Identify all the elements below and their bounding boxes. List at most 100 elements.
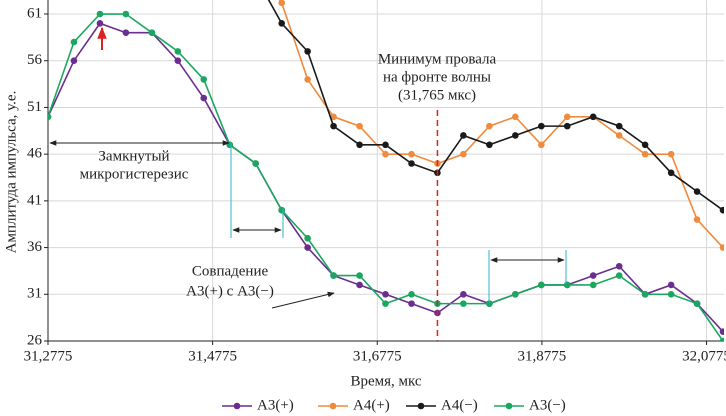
data-point xyxy=(615,132,623,139)
series-line xyxy=(267,0,724,211)
data-point xyxy=(538,141,545,149)
data-point xyxy=(252,160,259,167)
data-point xyxy=(96,10,104,18)
data-point xyxy=(589,281,597,289)
data-point xyxy=(693,300,701,307)
data-point xyxy=(70,38,78,46)
data-point xyxy=(356,281,363,289)
data-point xyxy=(174,57,182,65)
data-point xyxy=(304,76,311,83)
data-point xyxy=(408,290,415,298)
y-tick-label: 56 xyxy=(27,52,43,68)
data-point xyxy=(200,76,208,83)
data-point xyxy=(615,262,623,270)
y-tick-label: 61 xyxy=(27,5,42,21)
data-point xyxy=(589,113,597,121)
data-point xyxy=(122,10,130,18)
data-point xyxy=(148,29,156,36)
legend-label: А4(−) xyxy=(441,397,478,413)
data-point xyxy=(667,150,675,158)
data-point xyxy=(538,281,545,289)
data-point xyxy=(382,300,389,307)
data-point xyxy=(408,150,415,158)
data-point xyxy=(486,300,493,307)
data-point xyxy=(122,29,130,36)
data-point xyxy=(486,122,493,130)
data-point xyxy=(330,272,337,279)
data-point xyxy=(382,141,389,149)
data-point xyxy=(538,122,545,130)
data-point xyxy=(200,94,208,102)
data-point xyxy=(304,244,311,251)
data-point xyxy=(641,141,649,149)
y-tick-label: 51 xyxy=(27,99,42,115)
data-point xyxy=(330,113,337,121)
x-tick-label: 31,2775 xyxy=(24,348,73,364)
data-point xyxy=(563,122,571,130)
y-tick-label: 46 xyxy=(27,146,43,162)
data-point xyxy=(460,150,467,158)
data-point xyxy=(615,272,623,279)
data-point xyxy=(563,113,571,121)
data-point xyxy=(693,188,701,195)
legend-marker xyxy=(329,402,337,410)
x-axis-label: Время, мкс xyxy=(350,373,421,389)
data-point xyxy=(460,300,467,307)
data-point xyxy=(408,160,415,167)
y-axis-label: Амплитуда импульса, у.е. xyxy=(3,91,19,254)
data-point xyxy=(304,48,311,55)
annotation: А3(+) с А3(−) xyxy=(186,283,274,299)
data-point xyxy=(278,206,286,214)
data-point xyxy=(512,290,519,298)
data-point xyxy=(48,113,52,121)
data-point xyxy=(512,113,519,121)
data-point xyxy=(70,57,78,65)
y-tick-label: 41 xyxy=(27,192,42,208)
legend-label: А4(+) xyxy=(353,397,390,413)
data-point xyxy=(278,0,286,7)
annotation: (31,765 мкс) xyxy=(398,87,476,103)
data-point xyxy=(615,122,623,130)
y-tick-label: 31 xyxy=(27,286,42,302)
data-point xyxy=(667,281,675,289)
data-point xyxy=(667,290,675,298)
data-point xyxy=(512,132,519,139)
data-point xyxy=(589,272,597,279)
data-point xyxy=(356,272,363,279)
data-point xyxy=(382,150,389,158)
annotation: микрогистерезис xyxy=(80,166,189,182)
y-tick-label: 36 xyxy=(27,239,43,255)
data-point xyxy=(382,290,389,298)
data-point xyxy=(486,141,493,149)
data-point xyxy=(96,20,104,27)
data-point xyxy=(719,337,724,341)
legend-label: А3(−) xyxy=(529,397,566,413)
y-tick-label: 26 xyxy=(27,332,43,348)
data-point xyxy=(356,122,363,130)
legend-label: А3(+) xyxy=(257,397,294,413)
data-point xyxy=(667,169,675,177)
data-point xyxy=(719,244,724,251)
data-point xyxy=(174,48,182,55)
data-point xyxy=(719,328,724,335)
legend-marker xyxy=(233,402,241,410)
data-point xyxy=(356,141,363,149)
annotation: Минимум провала xyxy=(378,51,497,67)
data-point xyxy=(460,290,467,298)
annotation-shapes xyxy=(49,26,567,309)
data-point xyxy=(278,20,286,27)
data-point xyxy=(330,122,337,130)
data-point xyxy=(719,206,724,214)
data-point xyxy=(693,216,701,223)
annotation: Замкнутый xyxy=(98,148,169,164)
x-tick-label: 31,8775 xyxy=(518,348,567,364)
x-tick-label: 31,4775 xyxy=(188,348,237,364)
x-tick-label: 32,0775 xyxy=(682,348,726,364)
x-tick-label: 31,6775 xyxy=(353,348,402,364)
data-point xyxy=(460,132,467,139)
data-point xyxy=(304,234,311,242)
legend-marker xyxy=(505,402,513,410)
data-point xyxy=(226,141,234,149)
annotation: на фронте волны xyxy=(383,69,491,85)
